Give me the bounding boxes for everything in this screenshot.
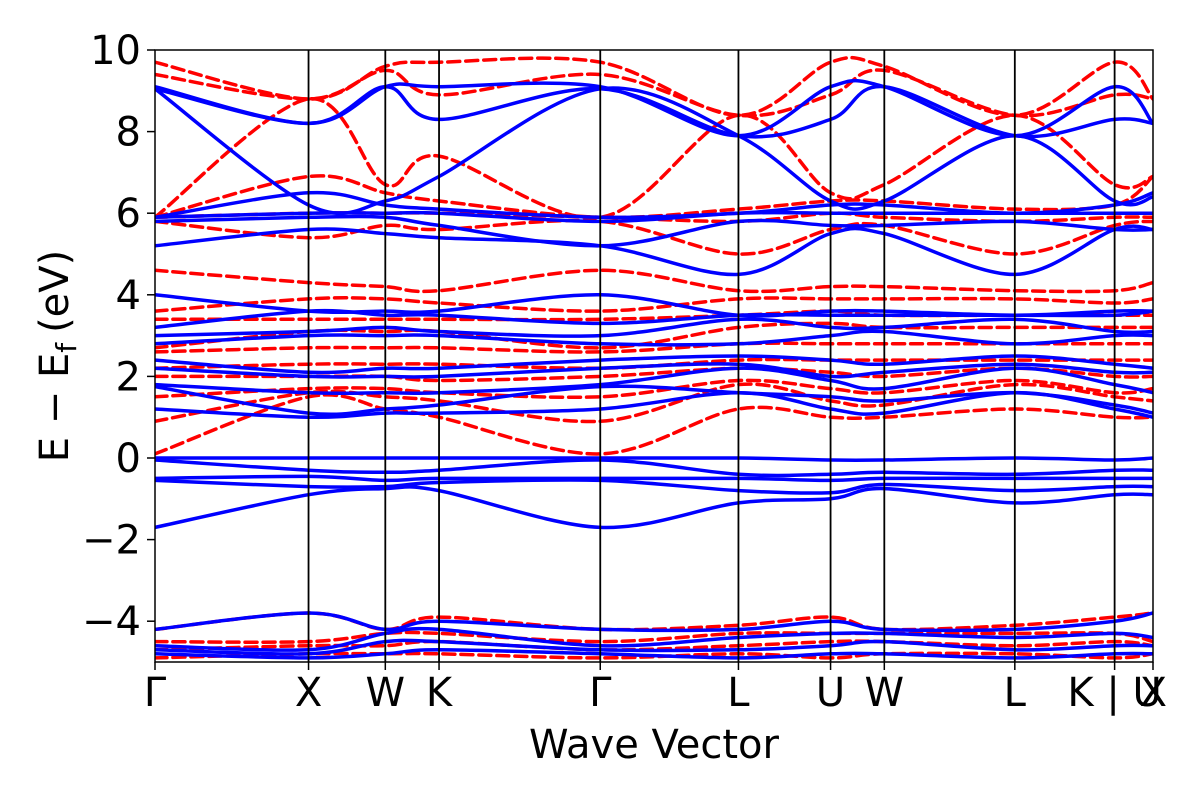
band-solid-14 bbox=[155, 224, 1153, 277]
band-solid-13 bbox=[155, 293, 1153, 318]
band-solid-3 bbox=[155, 458, 1153, 478]
high-symmetry-lines bbox=[307, 50, 1116, 662]
band-dashed-43 bbox=[155, 639, 1153, 652]
band-dashed-37 bbox=[155, 174, 1153, 220]
band-dashed-44 bbox=[155, 651, 1153, 660]
band-solid-21 bbox=[155, 611, 1153, 633]
x-axis-label: Wave Vector bbox=[529, 722, 780, 768]
y-tick-label-4: 4 bbox=[116, 273, 141, 319]
band-solid-24 bbox=[155, 648, 1153, 660]
band-dashed-38 bbox=[155, 97, 1153, 220]
y-tick-label-1: −2 bbox=[82, 518, 141, 564]
y-tick-label-7: 10 bbox=[90, 28, 141, 74]
band-solid-6 bbox=[155, 384, 1153, 417]
x-tick-label-0: Γ bbox=[144, 670, 167, 716]
band-solid-17 bbox=[155, 190, 1153, 220]
band-solid-2 bbox=[155, 474, 1153, 483]
band-solid-8 bbox=[155, 362, 1153, 379]
series-layer bbox=[155, 55, 1153, 660]
x-tick-label-9: K | U bbox=[1067, 670, 1161, 716]
band-dashed-40 bbox=[155, 55, 1153, 118]
x-tick-label-10: X bbox=[1140, 670, 1167, 716]
y-axis-label-unit: (eV) bbox=[32, 250, 78, 333]
band-solid-23 bbox=[155, 638, 1153, 656]
x-tick-label-4: Γ bbox=[589, 670, 612, 716]
y-tick-label-2: 0 bbox=[116, 436, 141, 482]
y-tick-label-6: 8 bbox=[116, 110, 141, 156]
band-dashed-33 bbox=[155, 296, 1153, 313]
band-solid-15 bbox=[155, 214, 1153, 248]
band-dashed-42 bbox=[155, 630, 1153, 644]
x-tick-label-2: W bbox=[366, 670, 406, 716]
band-solid-1 bbox=[155, 478, 1153, 495]
band-solid-10 bbox=[155, 329, 1153, 347]
band-solid-7 bbox=[155, 366, 1153, 396]
band-dashed-29 bbox=[155, 357, 1153, 371]
plot-frame bbox=[154, 49, 1154, 663]
x-tick-label-5: L bbox=[727, 670, 750, 716]
band-dashed-27 bbox=[155, 378, 1153, 400]
y-axis-ticks: −4 −2 0 2 4 6 8 10 bbox=[82, 28, 155, 645]
y-axis-label: E − Ef (eV) bbox=[32, 250, 83, 463]
band-dashed-41 bbox=[155, 611, 1153, 632]
y-tick-label-5: 6 bbox=[116, 191, 141, 237]
band-solid-11 bbox=[155, 317, 1153, 338]
x-tick-label-8: L bbox=[1004, 670, 1027, 716]
x-tick-label-3: K bbox=[426, 670, 454, 716]
band-solid-4 bbox=[155, 456, 1153, 463]
band-solid-9 bbox=[155, 354, 1153, 375]
band-solid-22 bbox=[155, 626, 1153, 652]
y-axis-label-subscript: f bbox=[50, 342, 83, 353]
x-tick-label-6: U bbox=[816, 670, 845, 716]
band-dashed-39 bbox=[155, 68, 1153, 118]
band-dashed-34 bbox=[155, 268, 1153, 294]
band-solid-0 bbox=[155, 485, 1153, 530]
band-dashed-25 bbox=[155, 393, 1153, 456]
x-tick-label-1: X bbox=[295, 670, 322, 716]
y-axis-label-main: E − E bbox=[32, 353, 78, 463]
band-solid-20 bbox=[155, 78, 1153, 138]
y-tick-label-3: 2 bbox=[116, 354, 141, 400]
y-tick-label-0: −4 bbox=[82, 599, 141, 645]
x-tick-label-7: W bbox=[865, 670, 905, 716]
